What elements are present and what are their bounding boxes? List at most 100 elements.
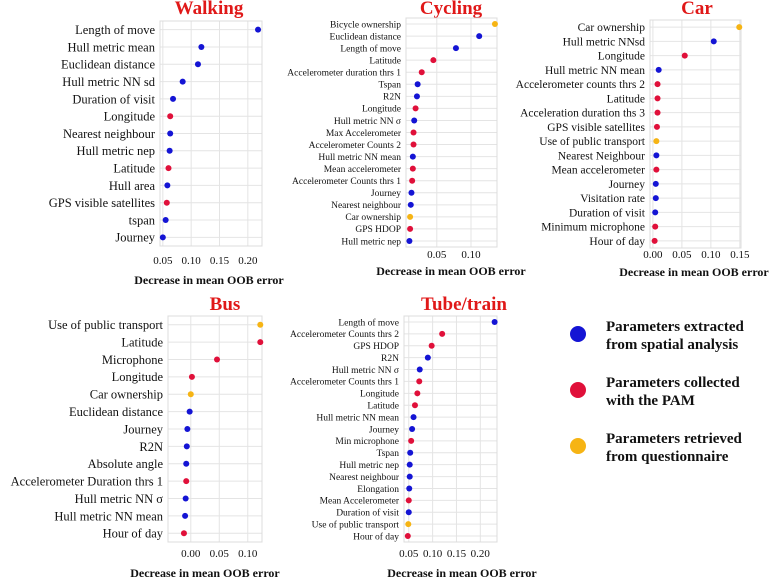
data-point	[653, 123, 660, 130]
data-point	[179, 78, 186, 85]
category-label: Latitude	[367, 402, 399, 412]
data-point	[409, 153, 416, 160]
data-point	[411, 402, 418, 409]
category-label: Latitude	[121, 335, 163, 349]
data-point	[404, 533, 411, 540]
legend-label: with the PAM	[606, 393, 695, 409]
data-point	[167, 113, 174, 120]
data-point	[491, 318, 498, 325]
x-axis-label: Decrease in mean OOB error	[376, 264, 526, 278]
plot-frame	[159, 20, 263, 247]
category-label: Hull metric NN mean	[316, 413, 399, 423]
x-tick-label: 0.10	[182, 255, 202, 267]
x-tick-label: 0.05	[427, 249, 447, 261]
category-label: Accelerometer duration thrs 1	[287, 69, 401, 79]
category-label: Absolute angle	[88, 457, 164, 471]
legend-item-spatial: Parameters extracted from spatial analys…	[568, 318, 773, 374]
data-point	[416, 378, 423, 385]
x-axis-label: Decrease in mean OOB error	[387, 566, 537, 578]
data-point	[166, 147, 173, 154]
data-point	[410, 141, 417, 148]
data-point	[187, 391, 194, 398]
category-label: Journey	[115, 231, 155, 245]
data-point	[408, 189, 415, 196]
panel-cycling: Cycling Decrease in mean OOB error Bicyc…	[287, 0, 526, 278]
data-point	[182, 512, 189, 519]
category-label: GPS visible satellites	[49, 196, 155, 210]
x-tick-label: 0.10	[461, 249, 481, 261]
category-label: Hull metric nep	[77, 144, 155, 158]
data-point	[653, 138, 660, 145]
x-tick-label: 0.05	[210, 548, 230, 560]
category-label: Bicycle ownership	[330, 20, 401, 30]
data-point	[188, 373, 195, 380]
plot-area	[167, 315, 263, 543]
category-label: Mean accelerometer	[324, 165, 402, 175]
data-point	[428, 342, 435, 349]
category-label: Tspan	[378, 81, 401, 91]
data-point	[167, 130, 174, 137]
data-point	[255, 26, 262, 33]
category-label: Euclidean distance	[69, 405, 164, 419]
x-tick-label: 0.10	[238, 548, 258, 560]
category-label: Use of public transport	[48, 318, 163, 332]
category-label: Journey	[371, 189, 401, 199]
chart-title: Bus	[210, 294, 241, 315]
category-label: Microphone	[102, 353, 164, 367]
category-label: Accelerometer Counts thrs 2	[290, 330, 399, 340]
legend-item-pam: Parameters collected with the PAM	[568, 374, 773, 430]
data-point	[476, 33, 483, 40]
x-tick-label: 0.15	[210, 255, 230, 267]
plot-area	[649, 19, 742, 249]
data-point	[165, 165, 172, 172]
legend-label: Parameters collected	[606, 375, 740, 391]
category-label: Longitude	[104, 110, 156, 124]
plot-area	[159, 20, 263, 247]
x-tick-label: 0.05	[672, 249, 692, 261]
category-label: Elongation	[357, 485, 399, 495]
category-label: Hull metric NN mean	[318, 153, 401, 163]
category-label: Hull metric NN sd	[62, 75, 155, 89]
data-point	[406, 461, 413, 468]
category-label: Length of move	[75, 23, 155, 37]
legend-dot-pam	[570, 382, 586, 398]
data-point	[409, 165, 416, 172]
data-point	[406, 485, 413, 492]
data-point	[257, 339, 264, 346]
data-point	[182, 495, 189, 502]
x-axis-label: Decrease in mean OOB error	[130, 566, 280, 578]
data-point	[654, 81, 661, 88]
category-label: Nearest neighbour	[63, 127, 156, 141]
category-label: Nearest neighbour	[331, 201, 402, 211]
data-point	[180, 530, 187, 537]
category-label: Longitude	[360, 390, 399, 400]
chart-title: Walking	[175, 0, 244, 19]
plot-frame	[405, 17, 498, 248]
data-point	[652, 223, 659, 230]
category-label: Hull metric NN mean	[545, 65, 645, 77]
x-tick-label: 0.10	[423, 548, 443, 560]
data-point	[213, 356, 220, 363]
category-label: Duration of visit	[336, 508, 399, 519]
plot-area	[403, 315, 498, 543]
category-label: Latitude	[369, 57, 401, 67]
data-point	[409, 177, 416, 184]
data-point	[183, 478, 190, 485]
x-axis-label: Decrease in mean OOB error	[619, 265, 769, 279]
category-label: Hour of day	[103, 527, 164, 541]
category-label: Use of public transport	[312, 519, 400, 530]
data-point	[183, 443, 190, 450]
category-label: Acceleration duration ths 3	[520, 108, 645, 120]
data-point	[412, 105, 419, 112]
data-point	[159, 234, 166, 241]
data-point	[491, 21, 498, 28]
legend: Parameters extracted from spatial analys…	[568, 318, 773, 486]
category-label: Car ownership	[578, 22, 646, 34]
data-point	[424, 354, 431, 361]
data-point	[411, 117, 418, 124]
data-point	[653, 166, 660, 173]
category-label: Journey	[369, 425, 399, 435]
data-point	[430, 57, 437, 64]
data-point	[162, 217, 169, 224]
data-point	[410, 129, 417, 136]
